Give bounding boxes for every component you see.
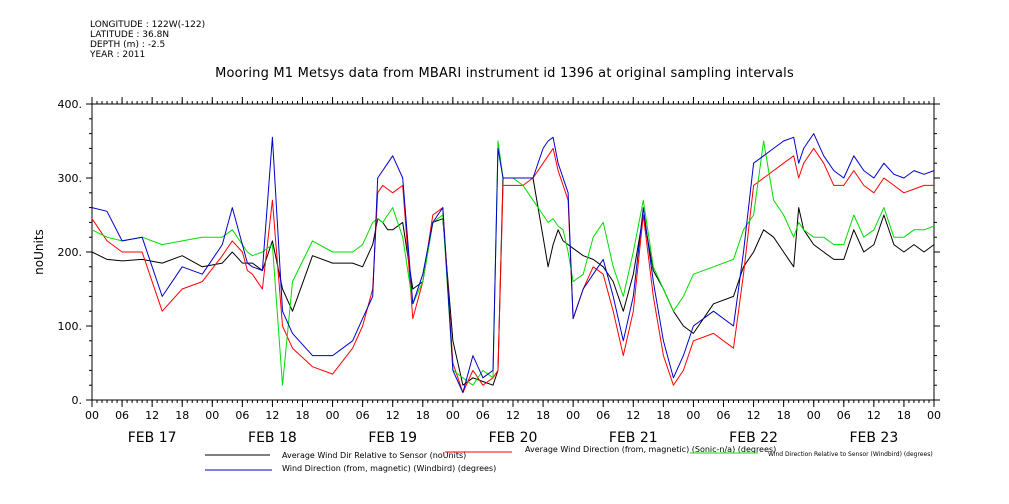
depth-text: DEPTH (m) : -2.5	[90, 40, 166, 50]
x-hour-label: 00	[85, 409, 99, 422]
x-hour-label: 00	[566, 409, 580, 422]
x-hour-label: 06	[476, 409, 490, 422]
y-axis-label: noUnits	[32, 229, 46, 275]
x-hour-label: 12	[506, 409, 520, 422]
year-text: YEAR : 2011	[90, 50, 146, 60]
legend-label-4: Wind Direction (from, magnetic) (Windbir…	[282, 464, 496, 473]
series-line-3	[91, 140, 935, 386]
latitude-text: LATITUDE : 36.8N	[90, 30, 170, 40]
x-hour-label: 18	[175, 409, 189, 422]
y-tick-label: 0.	[72, 394, 83, 407]
y-tick-label: 300.	[58, 172, 83, 185]
longitude-text: LONGITUDE : 122W(-122)	[90, 20, 206, 30]
x-day-label: FEB 21	[609, 430, 658, 446]
x-hour-label: 12	[145, 409, 159, 422]
x-hour-label: 00	[205, 409, 219, 422]
x-hour-label: 00	[807, 409, 821, 422]
y-tick-label: 100.	[58, 320, 83, 333]
series-line-2	[91, 147, 934, 394]
series-line-1	[91, 177, 935, 386]
x-hour-label: 00	[446, 409, 460, 422]
x-hour-label: 12	[386, 409, 400, 422]
x-day-label: FEB 18	[248, 430, 297, 446]
chart-title: Mooring M1 Metsys data from MBARI instru…	[215, 66, 794, 81]
x-hour-label: 18	[656, 409, 670, 422]
x-day-label: FEB 23	[849, 430, 898, 446]
x-hour-label: 06	[837, 409, 851, 422]
x-hour-label: 06	[596, 409, 610, 422]
y-tick-label: 400.	[58, 98, 83, 111]
x-hour-label: 00	[686, 409, 700, 422]
x-day-label: FEB 19	[368, 430, 417, 446]
x-day-label: FEB 22	[729, 430, 778, 446]
x-day-label: FEB 17	[128, 430, 177, 446]
x-hour-label: 06	[235, 409, 249, 422]
x-hour-label: 18	[536, 409, 550, 422]
x-hour-label: 18	[296, 409, 310, 422]
mooring-metadata: LONGITUDE : 122W(-122) LATITUDE : 36.8N …	[90, 20, 205, 60]
x-hour-label: 12	[867, 409, 881, 422]
x-hour-label: 12	[626, 409, 640, 422]
x-hour-label: 18	[777, 409, 791, 422]
x-hour-label: 00	[326, 409, 340, 422]
legend-label-3: Wind Direction Relative to Sensor (Windb…	[768, 451, 933, 458]
x-hour-label: 12	[265, 409, 279, 422]
x-hour-label: 06	[115, 409, 129, 422]
x-hour-label: 00	[927, 409, 941, 422]
legend-label-2: Average Wind Direction (from, magnetic) …	[525, 445, 776, 454]
legend-label-1: Average Wind Dir Relative to Sensor (noU…	[282, 451, 466, 460]
series-line-4	[91, 133, 935, 394]
x-hour-label: 06	[717, 409, 731, 422]
x-hour-label: 18	[416, 409, 430, 422]
x-day-label: FEB 20	[489, 430, 538, 446]
y-tick-label: 200.	[58, 246, 83, 259]
x-hour-label: 06	[356, 409, 370, 422]
x-hour-label: 12	[747, 409, 761, 422]
x-hour-label: 18	[897, 409, 911, 422]
plot-frame	[91, 103, 935, 401]
